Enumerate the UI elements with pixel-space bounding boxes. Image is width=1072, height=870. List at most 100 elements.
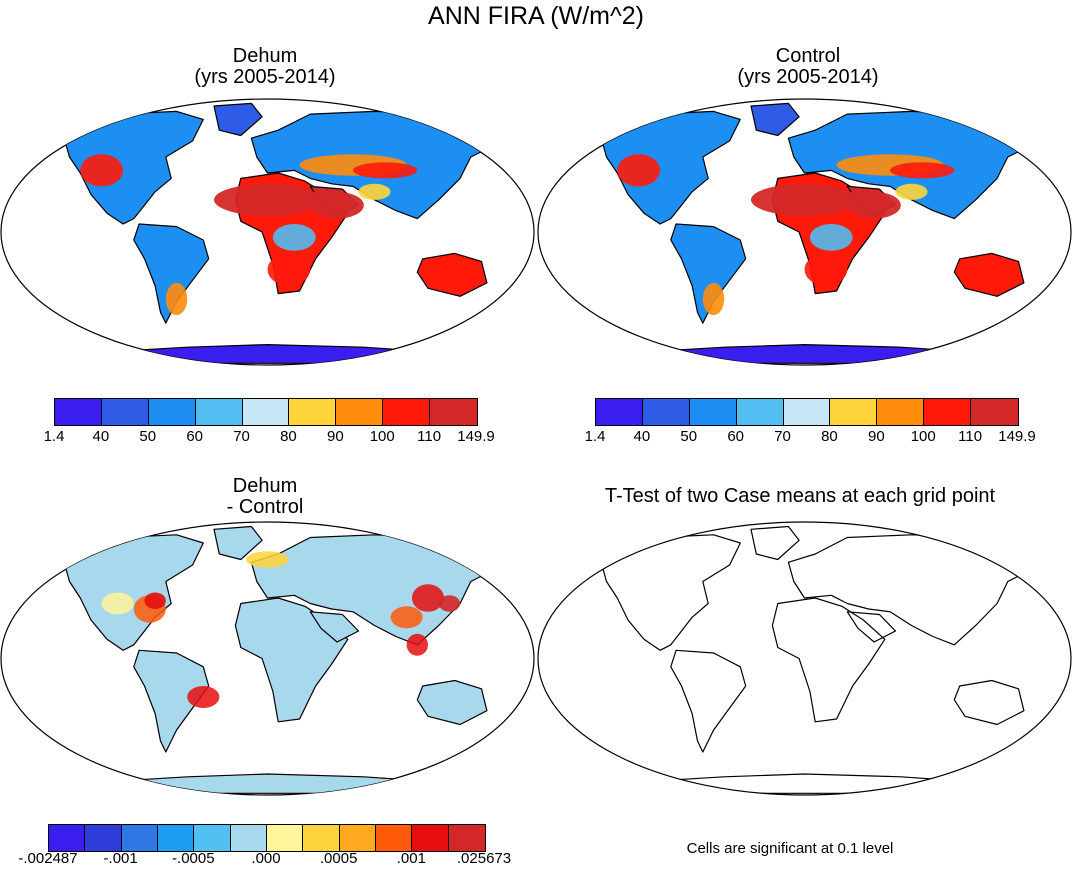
field-hotspot	[406, 633, 428, 656]
field-hotspot	[702, 282, 725, 316]
field-hotspot	[80, 154, 124, 187]
colorbar-swatch	[230, 825, 267, 851]
field-hotspot	[165, 282, 188, 316]
colorbar-dehum	[54, 398, 478, 426]
landmass-arabia	[309, 611, 360, 643]
colorbar-tick-label: 149.9	[998, 428, 1036, 445]
colorbar-swatch	[375, 825, 413, 851]
map-control	[537, 98, 1072, 366]
field-hotspot	[101, 592, 134, 615]
colorbar-tick-label: .000	[251, 850, 281, 867]
colorbar-swatch	[194, 825, 231, 851]
landmass-northAmerica	[63, 534, 204, 651]
colorbar-swatch	[336, 399, 384, 425]
colorbar-tick-label: 40	[92, 428, 110, 445]
colorbar-swatch	[383, 399, 430, 425]
colorbar-swatch	[430, 399, 477, 425]
landmass-greenland	[213, 525, 263, 561]
field-hotspot	[390, 606, 423, 629]
colorbar-control-labels: 1.4 40 50 60 70 80 90 100 110 149.9	[0, 428, 1072, 448]
colorbar-tick-label: 1.4	[584, 428, 606, 445]
landmass-africa	[771, 597, 886, 723]
colorbar-tick-label: 80	[821, 428, 838, 445]
colorbar-tick-label: 70	[774, 428, 791, 445]
landmass-australia	[953, 679, 1025, 726]
colorbar-swatch	[596, 399, 643, 425]
colorbar-swatch	[924, 399, 971, 425]
panel-title-diff: Dehum - Control	[120, 476, 410, 518]
colorbar-tick-label: .0005	[319, 850, 358, 867]
landmass-northAmerica	[600, 534, 741, 651]
colorbar-swatch	[148, 399, 196, 425]
landmass-northAmerica	[63, 110, 204, 225]
colorbar-tick-label: 90	[326, 428, 344, 445]
landmass-greenland	[213, 102, 263, 137]
field-hotspot	[751, 183, 858, 216]
colorbar-swatch	[339, 825, 376, 851]
colorbar-swatch	[121, 825, 158, 851]
colorbar-swatch	[830, 399, 878, 425]
landmass-arabia	[846, 611, 897, 643]
field-hotspot	[187, 686, 220, 708]
field-hotspot	[890, 162, 955, 179]
colorbar-tick-label: 1.4	[43, 428, 65, 445]
colorbar-swatch	[689, 399, 737, 425]
landmass-southAmerica	[670, 649, 747, 753]
panel-title-line2: - Control	[226, 496, 304, 518]
field-hotspot	[353, 162, 418, 179]
field-hotspot	[809, 223, 853, 251]
colorbar-tick-label: 60	[186, 428, 203, 445]
colorbar-difference-labels: -.002487 -.001 -.0005 .000 .0005 .001 .025673	[0, 850, 535, 870]
colorbar-swatch	[101, 399, 149, 425]
field-hotspot	[411, 584, 445, 612]
landmass-australia	[416, 679, 488, 726]
colorbar-swatch	[85, 825, 122, 851]
landmass-australia	[416, 252, 488, 297]
panel-title-ttest: T-Test of two Case means at each grid po…	[604, 485, 996, 507]
colorbar-swatch	[783, 399, 831, 425]
field-hotspot	[617, 154, 661, 187]
colorbar-tick-label: -.001	[103, 850, 138, 867]
panel-title-control: Control (yrs 2005-2014)	[663, 46, 953, 88]
panel-title-line1: Dehum	[232, 475, 298, 497]
colorbar-dehum-labels: 1.4 40 50 60 70 80 90 100 110 149.9	[0, 428, 535, 448]
field-hotspot	[310, 191, 364, 219]
field-hotspot	[804, 253, 848, 286]
colorbar-tick-label: 70	[233, 428, 250, 445]
colorbar-swatch	[49, 825, 86, 851]
panel-title-line2: (yrs 2005-2014)	[737, 66, 879, 88]
map-dehum	[0, 98, 535, 366]
colorbar-swatch	[242, 399, 290, 425]
colorbar-swatch	[971, 399, 1018, 425]
field-hotspot	[847, 191, 901, 219]
landmass-australia	[953, 252, 1025, 297]
map-difference	[0, 521, 535, 796]
field-hotspot	[438, 595, 461, 612]
landmass-northAmerica	[600, 110, 741, 225]
colorbar-tick-label: 60	[727, 428, 744, 445]
colorbar-swatch	[642, 399, 690, 425]
landmass-greenland	[750, 525, 800, 561]
colorbar-swatch	[195, 399, 243, 425]
colorbar-swatch	[736, 399, 784, 425]
colorbar-swatch	[303, 825, 340, 851]
colorbar-swatch	[412, 825, 449, 851]
panel-title-line2: (yrs 2005-2014)	[194, 66, 336, 88]
map-frame	[537, 521, 1072, 796]
colorbar-tick-label: 100	[369, 428, 395, 445]
colorbar-tick-label: 50	[680, 428, 698, 445]
colorbar-tick-label: 50	[139, 428, 157, 445]
colorbar-tick-label: 90	[867, 428, 885, 445]
colorbar-difference	[48, 824, 486, 852]
colorbar-tick-label: 110	[417, 428, 442, 445]
field-hotspot	[144, 592, 166, 609]
colorbar-tick-label: 80	[280, 428, 297, 445]
panel-title-line1: Control	[775, 45, 841, 67]
colorbar-tick-label: .025673	[456, 850, 512, 867]
panel-title-line1: Dehum	[232, 45, 298, 67]
map-ttest	[537, 521, 1072, 796]
significance-note: Cells are significant at 0.1 level	[686, 840, 894, 857]
landmass-greenland	[750, 102, 800, 137]
field-hotspot	[214, 183, 321, 216]
field-hotspot	[895, 183, 928, 200]
